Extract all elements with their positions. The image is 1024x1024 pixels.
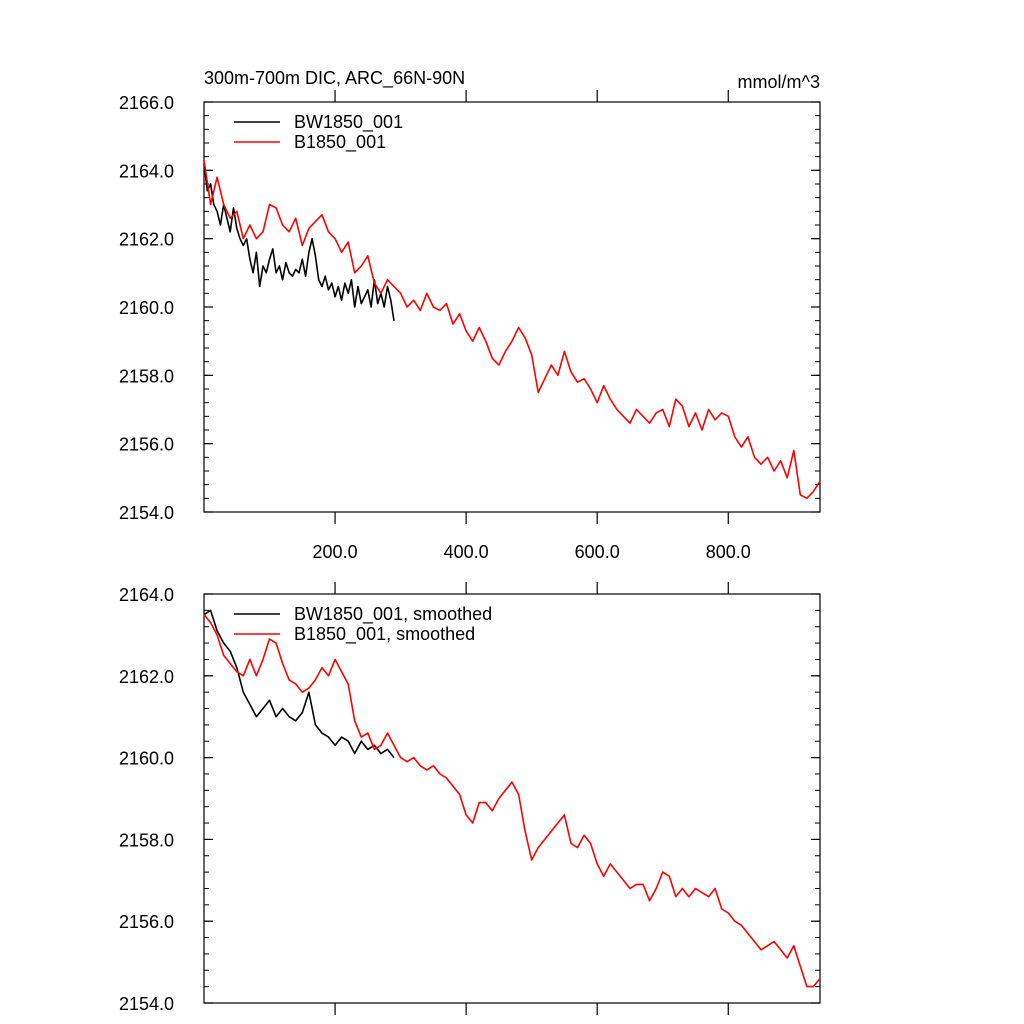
- y-tick-label: 2164.0: [119, 161, 174, 181]
- series-line-bw1850: [203, 163, 395, 321]
- bottom-chart-plot: 2154.0 2156.0 2158.0 2160.0 2162.0 2164.0 BW18…: [119, 582, 821, 1015]
- series-line-b1850: [203, 613, 821, 988]
- y-tick-label: 2160.0: [119, 749, 174, 769]
- bottom-panel: 2154.0 2156.0 2158.0 2160.0 2162.0 2164.0 BW18…: [119, 582, 821, 1015]
- x-tick-label: 200.0: [313, 542, 358, 562]
- y-tick-label: 2158.0: [119, 830, 174, 850]
- plot-frame: [203, 593, 821, 1004]
- y-tick-label: 2154.0: [119, 994, 174, 1014]
- legend-label: B1850_001, smoothed: [294, 624, 475, 645]
- y-tick-label: 2164.0: [119, 585, 174, 605]
- x-tick-label: 600.0: [575, 542, 620, 562]
- y-tick-label: 2156.0: [119, 435, 174, 455]
- top-panel: 300m-700m DIC, ARC_66N-90N mmol/m^3 2154…: [119, 68, 821, 562]
- y-tick-label: 2166.0: [119, 93, 174, 113]
- y-tick-label: 2156.0: [119, 912, 174, 932]
- y-tick-label: 2160.0: [119, 298, 174, 318]
- units-label: mmol/m^3: [738, 72, 820, 92]
- x-tick-label: 400.0: [444, 542, 489, 562]
- series-line-b1850: [203, 159, 821, 500]
- series-line-bw1850: [203, 609, 395, 759]
- y-tick-label: 2162.0: [119, 230, 174, 250]
- y-tick-label: 2158.0: [119, 366, 174, 386]
- legend-label: BW1850_001: [294, 112, 403, 133]
- x-tick-label: 800.0: [706, 542, 751, 562]
- legend-label: BW1850_001, smoothed: [294, 604, 492, 625]
- y-tick-label: 2154.0: [119, 503, 174, 523]
- y-tick-label: 2162.0: [119, 667, 174, 687]
- top-chart-plot: 2154.0 2156.0 2158.0 2160.0 2162.0 2164.0 2166…: [119, 90, 821, 562]
- top-panel-title: 300m-700m DIC, ARC_66N-90N: [204, 68, 465, 89]
- legend-label: B1850_001: [294, 132, 386, 153]
